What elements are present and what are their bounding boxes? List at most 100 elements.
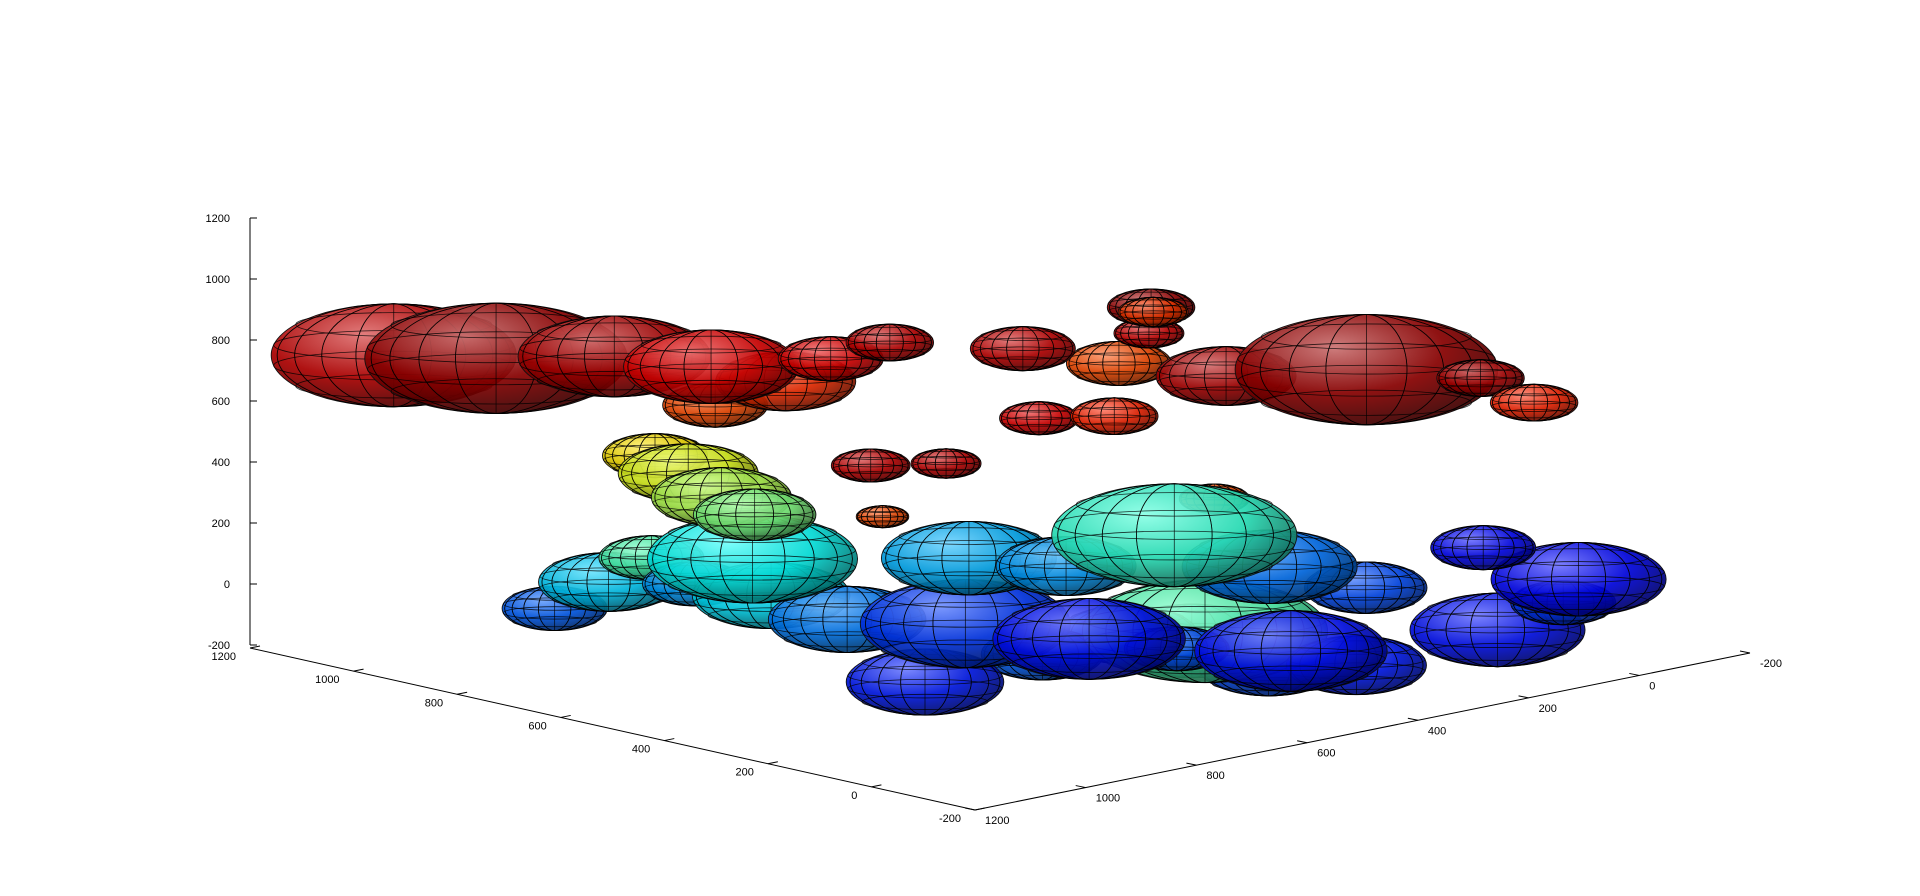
- x-tick-mark: [1407, 717, 1418, 721]
- ellipsoid-mark: [999, 401, 1079, 436]
- z-tick-label: 800: [212, 335, 230, 347]
- mesh-latitude: [1427, 643, 1568, 661]
- mesh-latitude: [1411, 626, 1584, 648]
- mesh-latitude: [694, 501, 816, 518]
- mesh-meridian: [1072, 397, 1157, 435]
- mesh-meridian: [997, 598, 1182, 680]
- x-axis-ticks: 1200 1000 800 600 400 200 0 -200: [964, 650, 1782, 827]
- mesh-latitude: [838, 451, 903, 460]
- x-tick-label: 800: [1206, 770, 1224, 782]
- ellipsoid-mark: [855, 505, 910, 529]
- mesh-latitude: [831, 457, 910, 468]
- mesh-latitude: [1124, 317, 1182, 325]
- y-tick-label: -200: [939, 813, 961, 825]
- ellipsoid-mark: [1194, 610, 1388, 692]
- mesh-latitude: [1070, 414, 1158, 426]
- y-tick-mark: [457, 691, 468, 695]
- mesh-latitude: [1075, 492, 1273, 517]
- mesh-latitude: [1498, 409, 1570, 419]
- mesh-latitude: [1011, 653, 1167, 673]
- mesh-latitude: [694, 512, 816, 528]
- x-tick-mark: [964, 807, 976, 811]
- y-tick-label: 1000: [315, 674, 339, 686]
- mesh-latitude: [831, 463, 910, 474]
- x-tick-label: 1200: [985, 815, 1009, 827]
- mesh-latitude: [861, 693, 989, 710]
- mesh-meridian: [1198, 610, 1383, 692]
- mesh-latitude: [1114, 331, 1184, 341]
- mesh-latitude: [1490, 400, 1578, 412]
- z-tick-label: 1000: [206, 274, 230, 286]
- x-tick-mark: [1629, 672, 1640, 676]
- y-tick-label: 200: [735, 767, 753, 779]
- z-axis-ticks: -200 0 200 400 600 800 1000 1200: [206, 213, 257, 652]
- z-tick-label: 1200: [206, 213, 230, 225]
- mesh-latitude: [1445, 362, 1516, 372]
- mesh-latitude: [911, 456, 981, 466]
- x-tick-mark: [1518, 695, 1529, 699]
- mesh-latitude: [970, 346, 1075, 360]
- mesh-meridian: [832, 448, 909, 483]
- mesh-latitude: [1492, 575, 1665, 598]
- mesh-latitude: [847, 665, 1003, 686]
- ellipsoid-mark: [692, 488, 817, 541]
- ellipsoid-mark: [1070, 397, 1159, 436]
- z-tick-label: 200: [212, 518, 230, 530]
- mesh-latitude: [640, 379, 782, 398]
- mesh-latitude: [1490, 393, 1578, 405]
- mesh-latitude: [1124, 299, 1182, 307]
- x-tick-mark: [1075, 785, 1086, 789]
- mesh-latitude: [917, 450, 975, 459]
- mesh-latitude: [640, 335, 782, 354]
- ellipsoid-mark: [623, 329, 800, 404]
- mesh-latitude: [1196, 647, 1386, 671]
- y-tick-label: 0: [851, 790, 857, 802]
- mesh-latitude: [846, 340, 934, 352]
- x-tick-mark: [1297, 740, 1308, 744]
- y-axis-ticks: -200 0 200 400 600 800 1000 1200: [212, 645, 986, 825]
- y-tick-mark: [249, 645, 261, 649]
- mesh-latitude: [1053, 530, 1295, 561]
- ellipsoid-mark: [845, 323, 935, 362]
- mesh-latitude: [994, 619, 1184, 643]
- y-tick-mark: [871, 784, 882, 788]
- ellipsoid-mark: [1430, 525, 1537, 571]
- mesh-latitude: [980, 329, 1066, 341]
- z-tick-label: -200: [208, 640, 230, 652]
- mesh-latitude: [1431, 545, 1536, 559]
- mesh-latitude: [856, 510, 909, 518]
- y-tick-label: 600: [528, 720, 546, 732]
- mesh-latitude: [788, 366, 874, 378]
- mesh-latitude: [672, 412, 758, 424]
- mesh-meridian: [972, 326, 1074, 372]
- mesh-latitude: [1118, 310, 1188, 320]
- ellipsoid-mark: [1436, 359, 1525, 397]
- y-tick-label: 1200: [212, 651, 236, 663]
- ellipsoid-mark: [1234, 314, 1499, 426]
- mesh-latitude: [649, 554, 856, 581]
- mesh-latitude: [861, 507, 904, 513]
- y-tick-label: 400: [632, 744, 650, 756]
- x-tick-label: 400: [1428, 725, 1446, 737]
- mesh-latitude: [664, 472, 778, 487]
- z-tick-label: 400: [212, 457, 230, 469]
- mesh-latitude: [1437, 368, 1524, 380]
- mesh-latitude: [705, 523, 805, 537]
- mesh-latitude: [1011, 605, 1167, 625]
- mesh-latitude: [1196, 631, 1386, 655]
- ellipsoid-mark: [830, 448, 911, 483]
- mesh-latitude: [1053, 510, 1295, 540]
- y-tick-mark: [767, 761, 778, 765]
- mesh-latitude: [705, 493, 805, 506]
- mesh-latitude: [856, 515, 909, 523]
- mesh-latitude: [1070, 406, 1158, 419]
- mesh-latitude: [917, 468, 975, 477]
- ellipsoid-mark: [1117, 296, 1189, 328]
- y-tick-label: 800: [425, 697, 443, 709]
- mesh-latitude: [1076, 344, 1162, 356]
- axes: -200 0 200 400 600 800 1000 1200 -200 0 200 400 600…: [206, 213, 1783, 827]
- mesh-latitude: [1440, 555, 1526, 567]
- ellipsoid-mark: [969, 326, 1076, 372]
- mesh-latitude: [1075, 553, 1273, 579]
